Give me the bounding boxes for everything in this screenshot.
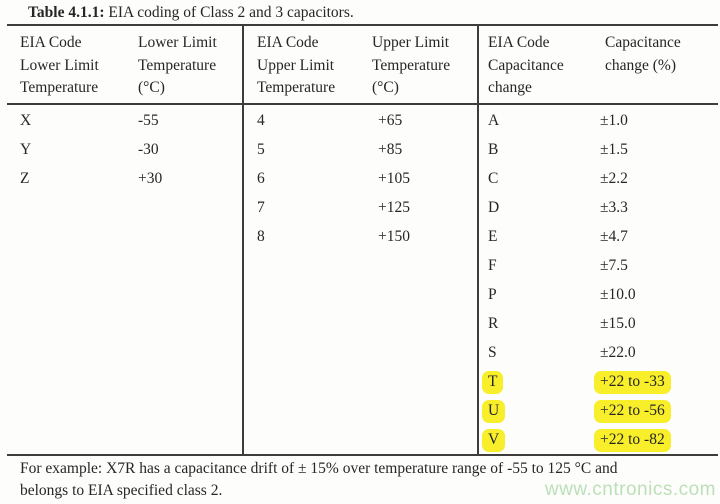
table-header-rule xyxy=(7,103,718,105)
table-caption-number: Table 4.1.1: xyxy=(28,4,105,21)
temp-value-cell: -30 xyxy=(138,141,159,158)
table-row: D ±3.3 xyxy=(488,198,714,227)
table-row: E ±4.7 xyxy=(488,227,714,256)
eia-code-cell: 6 xyxy=(257,170,265,187)
eia-code-cell: Z xyxy=(20,170,30,187)
table-footnote: For example: X7R has a capacitance drift… xyxy=(20,460,618,499)
eia-code-cell: 8 xyxy=(257,228,265,245)
table-row: 7 +125 xyxy=(257,198,469,227)
table-row: V +22 to -82 xyxy=(482,429,714,459)
eia-code-cell: D xyxy=(488,199,500,216)
temp-value-cell: +105 xyxy=(378,170,410,187)
eia-code-cell: X xyxy=(20,112,32,129)
table-divider-2 xyxy=(477,24,479,456)
eia-code-cell: B xyxy=(488,141,499,158)
header-cap-change-code: EIA Code Capacitance change xyxy=(488,34,564,96)
cap-change-cell: ±3.3 xyxy=(600,199,628,216)
eia-code-cell: R xyxy=(488,315,499,332)
eia-code-cell: U xyxy=(482,400,506,423)
eia-code-cell: 7 xyxy=(257,199,265,216)
temp-value-cell: +85 xyxy=(378,141,403,158)
column-group-upper-limit: 4 +65 5 +85 6 +105 7 +125 8 +150 xyxy=(257,111,469,256)
eia-code-cell: 4 xyxy=(257,112,265,129)
table-bottom-rule xyxy=(7,454,718,456)
eia-code-cell: E xyxy=(488,228,498,245)
eia-code-cell: Y xyxy=(20,141,32,158)
eia-code-cell: T xyxy=(482,371,504,394)
column-group-lower-limit: X -55 Y -30 Z +30 xyxy=(20,111,235,198)
eia-code-cell: V xyxy=(482,429,506,452)
table-caption: Table 4.1.1: EIA coding of Class 2 and 3… xyxy=(28,4,354,22)
table-row: A ±1.0 xyxy=(488,111,714,140)
header-lower-limit-code: EIA Code Lower Limit Temperature xyxy=(20,34,99,96)
header-cap-change-pct: Capacitance change (%) xyxy=(605,34,681,74)
cap-change-cell: ±15.0 xyxy=(600,315,636,332)
table-row: T +22 to -33 xyxy=(482,371,714,401)
table-divider-1 xyxy=(242,24,244,456)
eia-code-cell: 5 xyxy=(257,141,265,158)
temp-value-cell: -55 xyxy=(138,112,159,129)
cap-change-cell: ±10.0 xyxy=(600,286,636,303)
table-row: X -55 xyxy=(20,111,235,140)
eia-code-cell: P xyxy=(488,286,497,303)
cap-change-cell: +22 to -82 xyxy=(594,429,671,452)
temp-value-cell: +125 xyxy=(378,199,410,216)
eia-code-cell: A xyxy=(488,112,500,129)
eia-code-cell: F xyxy=(488,257,497,274)
cap-change-cell: +22 to -33 xyxy=(594,371,671,394)
eia-code-cell: S xyxy=(488,344,497,361)
table-row: B ±1.5 xyxy=(488,140,714,169)
table-row: C ±2.2 xyxy=(488,169,714,198)
cap-change-cell: ±7.5 xyxy=(600,257,628,274)
temp-value-cell: +65 xyxy=(378,112,403,129)
table-row: 6 +105 xyxy=(257,169,469,198)
temp-value-cell: +30 xyxy=(138,170,163,187)
header-upper-limit-code: EIA Code Upper Limit Temperature xyxy=(257,34,336,96)
header-upper-limit-temp: Upper Limit Temperature (°C) xyxy=(372,34,451,96)
table-row: F ±7.5 xyxy=(488,256,714,285)
cap-change-cell: ±22.0 xyxy=(600,344,636,361)
cap-change-cell: +22 to -56 xyxy=(594,400,671,423)
table-row: Y -30 xyxy=(20,140,235,169)
cap-change-cell: ±4.7 xyxy=(600,228,628,245)
table-row: Z +30 xyxy=(20,169,235,198)
table-row: P ±10.0 xyxy=(488,285,714,314)
table-row: U +22 to -56 xyxy=(482,400,714,430)
table-row: S ±22.0 xyxy=(488,343,714,372)
column-group-cap-change: A ±1.0 B ±1.5 C ±2.2 D ±3.3 E ±4.7 F ±7.… xyxy=(482,111,714,459)
table-caption-text: EIA coding of Class 2 and 3 capacitors. xyxy=(104,4,354,21)
cap-change-cell: ±2.2 xyxy=(600,170,628,187)
table-row: 5 +85 xyxy=(257,140,469,169)
table-row: 8 +150 xyxy=(257,227,469,256)
cap-change-cell: ±1.5 xyxy=(600,141,628,158)
table-row: R ±15.0 xyxy=(488,314,714,343)
eia-code-cell: C xyxy=(488,170,499,187)
watermark-text: www.cntronics.com xyxy=(544,479,716,500)
header-lower-limit-temp: Lower Limit Temperature (°C) xyxy=(138,34,217,96)
temp-value-cell: +150 xyxy=(378,228,410,245)
table-top-rule xyxy=(7,24,718,26)
cap-change-cell: ±1.0 xyxy=(600,112,628,129)
table-row: 4 +65 xyxy=(257,111,469,140)
